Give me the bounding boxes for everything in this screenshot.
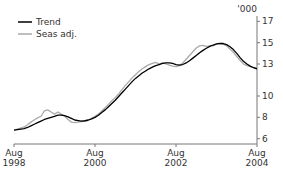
y-tick-label: 15	[262, 38, 273, 48]
y-tick	[257, 96, 260, 97]
chart: 6 8 10 13 15 17 Aug1998 Aug2000 Aug2002 Aug2004 '0…	[0, 0, 283, 170]
x-tick	[95, 144, 96, 147]
legend-label: Seas adj.	[36, 29, 77, 39]
legend: Trend Seas adj.	[18, 17, 77, 39]
y-tick	[257, 138, 260, 139]
series-line	[14, 43, 257, 130]
plot-area	[14, 43, 257, 130]
y-tick	[257, 21, 260, 22]
y-tick-label: 6	[262, 134, 268, 144]
x-tick-label: Aug1998	[3, 148, 26, 168]
x-tick	[14, 144, 15, 147]
x-tick-label: Aug2000	[84, 148, 107, 168]
x-axis-line	[14, 144, 257, 145]
legend-label: Trend	[35, 17, 61, 27]
y-tick	[257, 117, 260, 118]
y-tick	[257, 64, 260, 65]
legend-swatch	[18, 33, 32, 35]
legend-swatch	[18, 21, 32, 23]
y-tick	[257, 42, 260, 43]
y-axis-label: '000	[237, 4, 257, 14]
y-tick-label: 13	[262, 59, 273, 69]
x-tick-label: Aug2004	[246, 148, 269, 168]
y-tick-label: 10	[262, 91, 274, 101]
series-line	[14, 44, 257, 130]
x-tick-label: Aug2002	[165, 148, 188, 168]
x-tick	[257, 144, 258, 147]
x-tick	[176, 144, 177, 147]
y-axis-line	[257, 16, 258, 144]
y-tick-label: 17	[262, 16, 273, 26]
y-tick-label: 8	[262, 112, 268, 122]
